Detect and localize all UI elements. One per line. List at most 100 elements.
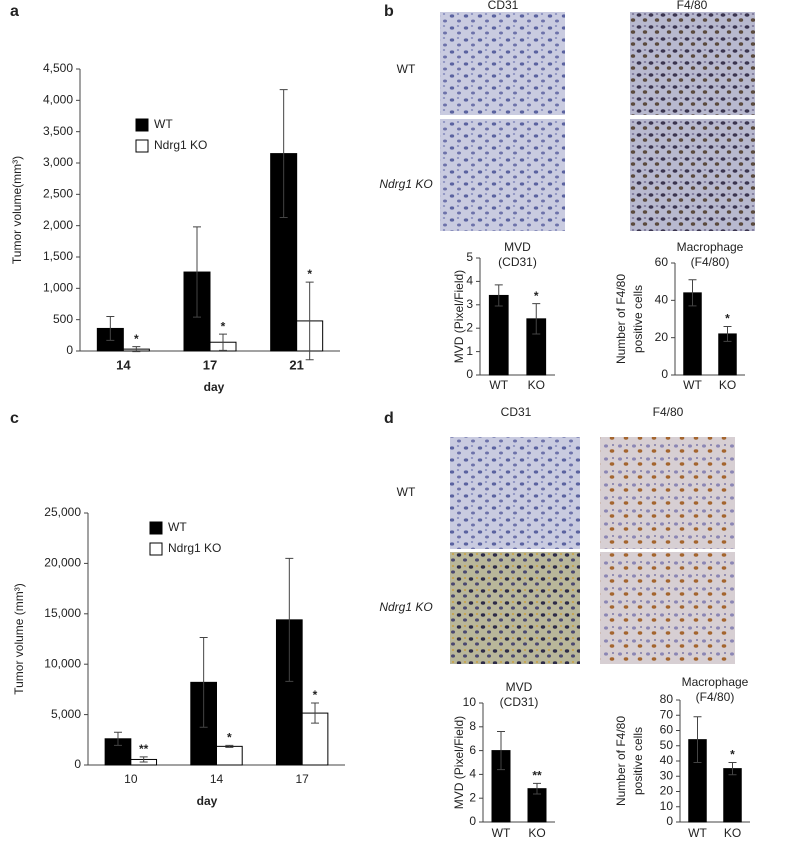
- error-bar: [193, 226, 201, 318]
- x-tick-label: 17: [295, 772, 309, 786]
- significance-mark: *: [313, 688, 318, 702]
- error-bar: [532, 303, 541, 335]
- y-tick-label: 4: [469, 767, 476, 781]
- y-tick-label: 0: [66, 343, 73, 357]
- error-bar: [279, 89, 288, 219]
- y-tick-label: 4,500: [43, 61, 73, 75]
- significance-mark: *: [307, 267, 312, 281]
- micrograph: [440, 12, 565, 115]
- y-tick-label: 20: [655, 330, 669, 344]
- x-tick-label: WT: [492, 826, 511, 840]
- x-tick-label: KO: [528, 826, 545, 840]
- bar: [723, 768, 742, 823]
- x-tick-label: 21: [289, 357, 303, 372]
- error-bar: [199, 636, 208, 728]
- bar: [488, 294, 509, 376]
- y-axis-label: positive cells: [631, 285, 645, 353]
- error-bar: [113, 731, 122, 746]
- image-column-label: CD31: [488, 0, 519, 12]
- micrograph: [630, 119, 755, 231]
- significance-mark: *: [227, 731, 232, 745]
- y-tick-label: 80: [660, 692, 674, 706]
- image-column-label: CD31: [501, 405, 532, 419]
- y-tick-label: 25,000: [44, 505, 81, 519]
- error-bar: [106, 316, 115, 341]
- y-tick-label: 0: [466, 367, 473, 381]
- chart-subtitle: (CD31): [498, 255, 537, 269]
- y-tick-label: 2: [469, 790, 476, 804]
- significance-mark: *: [221, 319, 226, 333]
- y-tick-label: 10,000: [44, 656, 81, 670]
- y-tick-label: 3,500: [43, 124, 73, 138]
- error-bar: [693, 716, 702, 764]
- micrograph: [630, 12, 755, 115]
- error-bar: [311, 702, 320, 724]
- y-tick-label: 70: [660, 707, 674, 721]
- y-tick-label: 8: [469, 719, 476, 733]
- error-bar: [723, 325, 732, 342]
- significance-mark: *: [134, 332, 139, 346]
- significance-mark: **: [532, 768, 542, 782]
- chart-title: Macrophage: [682, 675, 749, 689]
- error-bar: [139, 756, 148, 763]
- y-tick-label: 0: [469, 814, 476, 828]
- image-row-label: Ndrg1 KO: [379, 600, 432, 614]
- y-tick-label: 2: [466, 320, 473, 334]
- micrograph: [450, 552, 580, 664]
- y-tick-label: 1,500: [43, 249, 73, 263]
- significance-mark: *: [730, 748, 735, 762]
- error-bar: [305, 281, 314, 361]
- panel-label: b: [384, 3, 394, 20]
- y-tick-label: 10: [660, 799, 674, 813]
- y-tick-label: 60: [655, 255, 669, 269]
- significance-mark: *: [725, 312, 730, 326]
- x-tick-label: 17: [203, 357, 217, 372]
- panel-label: a: [10, 3, 19, 20]
- micrograph: [450, 437, 580, 549]
- x-axis-label: day: [197, 794, 218, 808]
- y-tick-label: 6: [469, 743, 476, 757]
- y-tick-label: 1,000: [43, 281, 73, 295]
- x-tick-label: KO: [528, 378, 545, 392]
- chart-title: MVD: [506, 680, 533, 694]
- image-row-label: WT: [397, 62, 416, 76]
- y-tick-label: 20: [660, 784, 674, 798]
- y-tick-label: 1: [466, 344, 473, 358]
- legend-label: WT: [154, 117, 173, 131]
- x-tick-label: 14: [116, 357, 131, 372]
- error-bar: [285, 557, 294, 682]
- error-bar: [533, 782, 541, 795]
- legend-label: Ndrg1 KO: [154, 138, 207, 152]
- chart-subtitle: (F4/80): [691, 255, 730, 269]
- error-bar: [225, 744, 234, 748]
- y-tick-label: 0: [74, 757, 81, 771]
- micrograph: [440, 119, 565, 231]
- y-axis-label: Number of F4/80: [614, 716, 628, 806]
- y-tick-label: 40: [660, 753, 674, 767]
- x-tick-label: WT: [683, 378, 702, 392]
- legend-swatch: [135, 118, 149, 132]
- y-tick-label: 60: [660, 723, 674, 737]
- y-tick-label: 30: [660, 768, 674, 782]
- legend-label: WT: [168, 520, 187, 534]
- error-bar: [728, 762, 737, 776]
- bar: [216, 745, 243, 766]
- significance-mark: **: [139, 742, 149, 756]
- chart-title: MVD: [504, 240, 531, 254]
- error-bar: [219, 333, 227, 351]
- y-tick-label: 0: [666, 814, 673, 828]
- y-axis-label: Tumor volume (mm³): [12, 583, 26, 695]
- error-bar: [497, 731, 505, 771]
- error-bar: [688, 279, 697, 307]
- legend-swatch: [135, 139, 149, 153]
- error-bar: [132, 346, 141, 353]
- y-tick-label: 10: [463, 695, 477, 709]
- y-tick-label: 15,000: [44, 606, 81, 620]
- micrograph: [600, 437, 735, 549]
- y-axis-label: MVD (Pixel/Field): [452, 716, 466, 809]
- legend-swatch: [149, 542, 163, 556]
- significance-mark: *: [534, 289, 539, 303]
- panel-label: d: [384, 410, 394, 427]
- y-tick-label: 4: [466, 274, 473, 288]
